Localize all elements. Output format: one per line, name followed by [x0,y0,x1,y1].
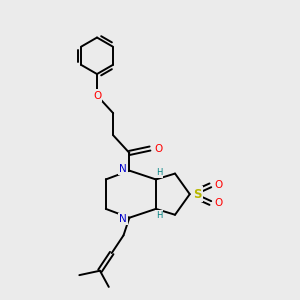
Text: H: H [156,169,162,178]
Text: O: O [214,198,223,208]
Text: N: N [119,214,127,224]
Text: S: S [193,188,201,201]
Text: O: O [214,180,223,190]
Text: O: O [154,143,162,154]
Text: N: N [119,164,127,174]
Text: O: O [93,91,101,100]
Text: H: H [156,211,162,220]
